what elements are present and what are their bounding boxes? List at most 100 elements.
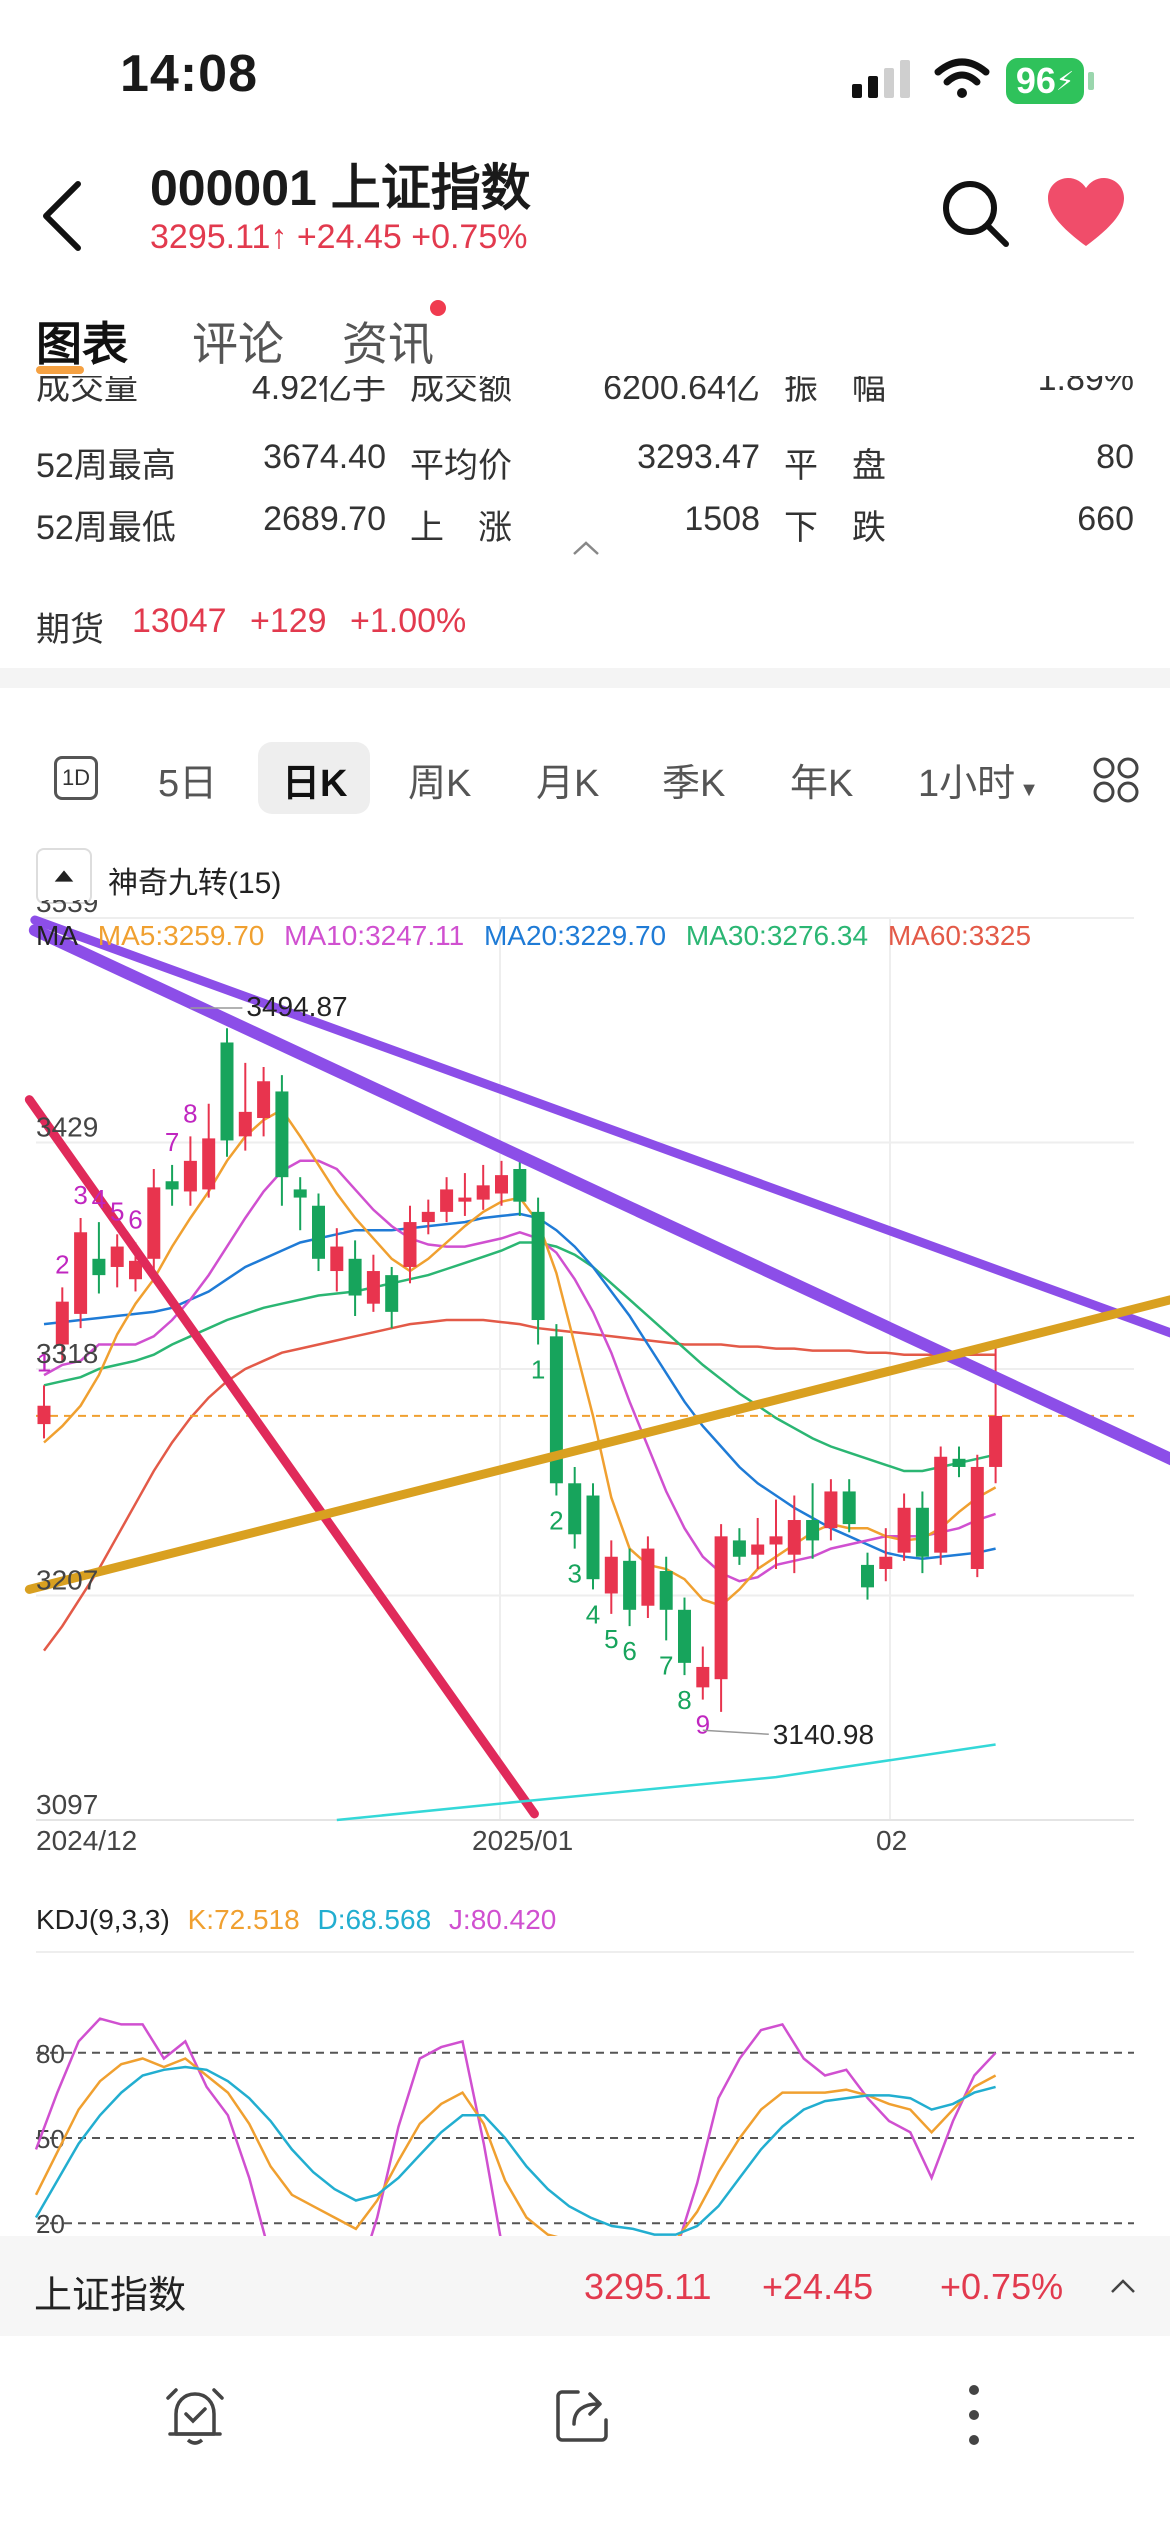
candle-body: [312, 1205, 325, 1259]
candle-body: [275, 1091, 289, 1178]
futures-pct: +1.00%: [350, 602, 467, 640]
period-tab-quarterly[interactable]: 季K: [662, 763, 726, 805]
x-axis-label: 2025/01: [472, 1825, 573, 1856]
y-axis-label: 3429: [36, 1111, 98, 1142]
kdj-legend: KDJ(9,3,3) K:72.518 D:68.568 J:80.420: [36, 1904, 566, 1936]
candle-body: [74, 1232, 88, 1314]
candle-body: [531, 1211, 545, 1321]
period-tab-selected-bg: [258, 742, 370, 814]
nine-turn-indicator-label[interactable]: 神奇九转(15): [108, 867, 282, 900]
stats-row-partial: 成交量 4.92亿手 成交额 6200.64亿 振 幅 1.89%: [0, 376, 1170, 412]
candle-body: [385, 1275, 399, 1312]
tab-comment[interactable]: 评论: [192, 318, 284, 370]
dropdown-caret-icon: ▼: [1019, 779, 1039, 801]
candle-body: [714, 1536, 728, 1680]
y-axis-label: 3539: [36, 900, 98, 918]
low-annotation-line: [702, 1729, 769, 1735]
indicator-collapse-icon[interactable]: [36, 848, 92, 904]
candle-body: [549, 1336, 563, 1484]
stat-down-label: 下 跌: [784, 509, 886, 547]
candle-body: [257, 1081, 271, 1118]
candle-body: [147, 1187, 161, 1259]
nine-turn-label: 3: [567, 1559, 581, 1589]
candle-body: [421, 1211, 435, 1223]
expand-up-caret-icon[interactable]: [1110, 2276, 1136, 2296]
tab-news[interactable]: 资讯: [342, 318, 434, 370]
candle-body: [806, 1520, 820, 1541]
period-tab-5day[interactable]: 5日: [158, 763, 218, 805]
favorite-heart-icon[interactable]: [1046, 178, 1126, 248]
bottom-ticker-bar[interactable]: [0, 2236, 1170, 2336]
stat-52w-high-value: 3674.40: [263, 438, 386, 476]
candle-body: [348, 1258, 362, 1296]
grid-layout-icon[interactable]: [1092, 756, 1140, 804]
candle-body: [861, 1564, 874, 1588]
trend-line-red: [24, 1095, 539, 1819]
candle-body: [970, 1466, 984, 1569]
candle-body: [989, 1415, 1003, 1467]
stat-label: 振 幅: [784, 376, 886, 407]
collapse-stats-caret-icon[interactable]: [572, 540, 600, 556]
more-options-icon[interactable]: [962, 2382, 986, 2448]
candle-body: [220, 1042, 234, 1141]
nine-turn-label: 1: [37, 1347, 51, 1377]
trend-line-upper: [30, 915, 1170, 1338]
stat-52w-high-label: 52周最高: [36, 447, 176, 485]
ma30-line: [43, 1241, 996, 1473]
stat-flat-value: 80: [1096, 438, 1134, 476]
search-icon[interactable]: [938, 176, 1012, 250]
x-axis-label: 2024/12: [36, 1825, 137, 1856]
low-annotation: 3140.98: [773, 1719, 874, 1750]
price-alert-bell-icon[interactable]: [162, 2384, 228, 2450]
nine-turn-label: 8: [183, 1098, 197, 1128]
period-tab-yearly[interactable]: 年K: [790, 763, 854, 805]
ma20-legend: MA20:3229.70: [483, 920, 667, 951]
period-tab-1d[interactable]: 1D: [54, 756, 98, 800]
nine-turn-label: 6: [622, 1636, 636, 1666]
back-button[interactable]: [34, 176, 94, 256]
period-tab-weekly[interactable]: 周K: [408, 763, 472, 805]
candle-body: [165, 1181, 179, 1190]
kdj-k-line: [34, 2057, 997, 2240]
news-unread-dot: [430, 300, 446, 316]
battery-tip: [1088, 72, 1094, 90]
nine-turn-label: 5: [110, 1196, 124, 1226]
candle-body: [915, 1507, 929, 1557]
tab-chart[interactable]: 图表: [36, 318, 128, 370]
stat-value: 4.92亿手: [251, 376, 386, 407]
stat-52w-low-value: 2689.70: [263, 500, 386, 538]
stat-label: 成交额: [410, 376, 512, 407]
candle-body: [330, 1246, 344, 1272]
candle-body: [934, 1456, 948, 1553]
candle-body: [293, 1189, 307, 1198]
tab-active-indicator: [36, 366, 84, 374]
nine-turn-label: 8: [677, 1685, 691, 1715]
stat-down-value: 660: [1077, 500, 1134, 538]
nine-turn-label: 6: [128, 1204, 142, 1234]
stat-value: 1.89%: [1037, 376, 1134, 398]
kdj-level-label: 20: [36, 2209, 65, 2239]
candle-body: [659, 1571, 673, 1610]
ticker-change: +24.45: [762, 2266, 874, 2307]
candle-body: [732, 1540, 746, 1557]
period-tab-hourly[interactable]: 1小时 ▼: [918, 752, 1039, 807]
nine-turn-label: 3: [73, 1180, 87, 1210]
kdj-d-legend: D:68.568: [317, 1904, 432, 1935]
ma-legend-title: MA: [36, 920, 78, 951]
stat-up-value: 1508: [684, 500, 760, 538]
candle-body: [366, 1271, 380, 1304]
candle-body: [751, 1544, 765, 1555]
ma60-line: [42, 1318, 996, 1652]
ma10-legend: MA10:3247.11: [284, 920, 465, 951]
ma5-legend: MA5:3259.70: [97, 920, 265, 951]
ma30-legend: MA30:3276.34: [685, 920, 869, 951]
candle-body: [568, 1483, 582, 1535]
share-icon[interactable]: [552, 2384, 614, 2446]
candle-body: [879, 1556, 893, 1569]
futures-label: 期货: [36, 611, 104, 649]
cyan-indicator-line: [336, 1743, 996, 1822]
period-tab-daily[interactable]: 日K: [282, 763, 348, 805]
candle-body: [586, 1495, 600, 1580]
period-tab-monthly[interactable]: 月K: [536, 763, 600, 805]
